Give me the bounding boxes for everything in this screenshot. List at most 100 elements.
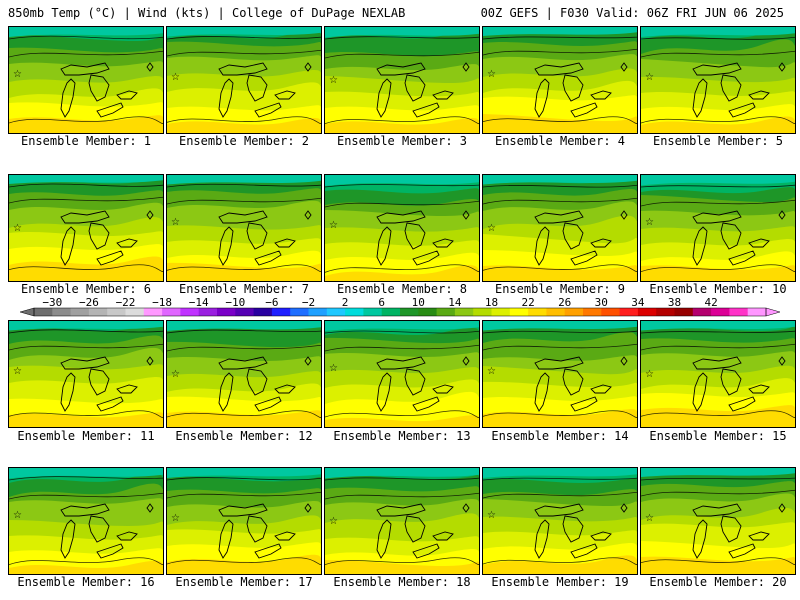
colorbar-high-arrow bbox=[765, 307, 781, 317]
ensemble-member-label: Ensemble Member: 7 bbox=[178, 282, 310, 296]
ensemble-member-label: Ensemble Member: 20 bbox=[649, 575, 787, 589]
colorbar-swatch bbox=[454, 308, 474, 316]
colorbar-swatch bbox=[217, 308, 236, 316]
colorbar-tick-label: 14 bbox=[448, 298, 462, 309]
colorbar-swatch bbox=[162, 308, 181, 316]
ensemble-map-panel: ☆ bbox=[8, 467, 164, 575]
svg-text:☆: ☆ bbox=[329, 363, 338, 374]
ensemble-map-panel: ☆ bbox=[166, 320, 322, 428]
model-run-info: 00Z GEFS | F030 Valid: 06Z FRI JUN 06 20… bbox=[480, 6, 784, 20]
colorbar-swatch bbox=[418, 308, 438, 316]
ensemble-member-label: Ensemble Member: 15 bbox=[649, 429, 787, 443]
colorbar-swatch bbox=[34, 308, 53, 316]
colorbar-tick-label: −14 bbox=[189, 298, 209, 309]
colorbar-tick-label: 38 bbox=[668, 298, 681, 309]
colorbar-swatch bbox=[491, 308, 511, 316]
ensemble-member-label: Ensemble Member: 19 bbox=[491, 575, 629, 589]
ensemble-member-label: Ensemble Member: 14 bbox=[491, 429, 629, 443]
ensemble-member-label: Ensemble Member: 4 bbox=[494, 134, 626, 148]
ensemble-map-panel: ☆ bbox=[482, 467, 638, 575]
ensemble-map-panel: ☆ bbox=[166, 26, 322, 134]
temperature-colorbar: −30 −26 −22 −18 −14 −10 −6 −2 2 6 10 14 18 22 26 30 34 38… bbox=[19, 298, 781, 317]
svg-text:☆: ☆ bbox=[171, 217, 180, 228]
ensemble-member-label: Ensemble Member: 13 bbox=[333, 429, 471, 443]
svg-text:☆: ☆ bbox=[645, 369, 654, 380]
colorbar-swatch bbox=[290, 308, 309, 316]
svg-text:☆: ☆ bbox=[171, 513, 180, 524]
colorbar-swatch bbox=[692, 308, 712, 316]
svg-text:☆: ☆ bbox=[329, 516, 338, 527]
ensemble-member-label: Ensemble Member: 16 bbox=[17, 575, 155, 589]
ensemble-map-panel: ☆ bbox=[324, 467, 480, 575]
svg-text:☆: ☆ bbox=[13, 366, 22, 377]
ensemble-map-panel: ☆ bbox=[166, 174, 322, 282]
colorbar-swatch bbox=[601, 308, 621, 316]
colorbar-swatch bbox=[198, 308, 218, 316]
colorbar-tick-label: −22 bbox=[116, 298, 136, 309]
map-title: 850mb Temp (°C) | Wind (kts) | College o… bbox=[8, 6, 406, 20]
ensemble-map-panel: ☆ bbox=[482, 174, 638, 282]
colorbar-swatch bbox=[143, 308, 163, 316]
colorbar-swatch bbox=[52, 308, 72, 316]
ensemble-member-label: Ensemble Member: 3 bbox=[336, 134, 468, 148]
ensemble-map-panel: ☆ bbox=[324, 174, 480, 282]
svg-text:☆: ☆ bbox=[13, 69, 22, 80]
svg-text:☆: ☆ bbox=[645, 217, 654, 228]
svg-text:☆: ☆ bbox=[329, 220, 338, 231]
colorbar-swatch bbox=[674, 308, 694, 316]
svg-text:☆: ☆ bbox=[171, 72, 180, 83]
colorbar-tick-label: −10 bbox=[225, 298, 245, 309]
colorbar-swatch bbox=[235, 308, 255, 316]
colorbar-swatch bbox=[308, 308, 328, 316]
colorbar-swatch bbox=[583, 308, 602, 316]
svg-text:☆: ☆ bbox=[171, 369, 180, 380]
ensemble-member-label: Ensemble Member: 1 bbox=[20, 134, 152, 148]
ensemble-member-label: Ensemble Member: 12 bbox=[175, 429, 313, 443]
ensemble-member-label: Ensemble Member: 17 bbox=[175, 575, 313, 589]
colorbar-swatch bbox=[656, 308, 675, 316]
ensemble-member-label: Ensemble Member: 18 bbox=[333, 575, 471, 589]
colorbar-swatch bbox=[345, 308, 364, 316]
colorbar-tick-label: 42 bbox=[704, 298, 717, 309]
colorbar-tick-label: 34 bbox=[631, 298, 645, 309]
colorbar-tick-label: −6 bbox=[265, 298, 278, 309]
ensemble-map-panel: ☆ bbox=[8, 26, 164, 134]
ensemble-map-panel: ☆ bbox=[640, 320, 796, 428]
colorbar-swatch bbox=[326, 308, 346, 316]
colorbar-swatch bbox=[528, 308, 547, 316]
svg-text:☆: ☆ bbox=[487, 366, 496, 377]
colorbar-swatch bbox=[381, 308, 401, 316]
ensemble-map-panel: ☆ bbox=[640, 26, 796, 134]
ensemble-member-label: Ensemble Member: 5 bbox=[652, 134, 784, 148]
svg-text:☆: ☆ bbox=[329, 75, 338, 86]
ensemble-map-panel: ☆ bbox=[640, 174, 796, 282]
colorbar-tick-label: −26 bbox=[79, 298, 99, 309]
colorbar-tick-label: 2 bbox=[342, 298, 349, 309]
ensemble-member-label: Ensemble Member: 2 bbox=[178, 134, 310, 148]
colorbar-swatch bbox=[70, 308, 90, 316]
colorbar-swatch bbox=[88, 308, 108, 316]
colorbar-swatch bbox=[711, 308, 730, 316]
ensemble-member-label: Ensemble Member: 10 bbox=[649, 282, 787, 296]
colorbar-tick-label: 18 bbox=[485, 298, 498, 309]
colorbar-swatch bbox=[400, 308, 419, 316]
colorbar-low-arrow bbox=[19, 307, 35, 317]
svg-text:☆: ☆ bbox=[487, 223, 496, 234]
svg-text:☆: ☆ bbox=[487, 510, 496, 521]
ensemble-map-panel: ☆ bbox=[482, 26, 638, 134]
ensemble-member-label: Ensemble Member: 8 bbox=[336, 282, 468, 296]
svg-text:☆: ☆ bbox=[13, 510, 22, 521]
ensemble-map-panel: ☆ bbox=[8, 174, 164, 282]
colorbar-swatch bbox=[729, 308, 749, 316]
colorbar-swatch bbox=[564, 308, 584, 316]
ensemble-member-label: Ensemble Member: 6 bbox=[20, 282, 152, 296]
colorbar-swatch bbox=[473, 308, 492, 316]
ensemble-map-panel: ☆ bbox=[482, 320, 638, 428]
colorbar-tick-label: 10 bbox=[412, 298, 425, 309]
colorbar-swatch bbox=[180, 308, 200, 316]
ensemble-map-panel: ☆ bbox=[324, 320, 480, 428]
colorbar-swatch bbox=[107, 308, 126, 316]
colorbar-swatch bbox=[546, 308, 566, 316]
colorbar-swatch bbox=[619, 308, 639, 316]
svg-text:☆: ☆ bbox=[645, 513, 654, 524]
